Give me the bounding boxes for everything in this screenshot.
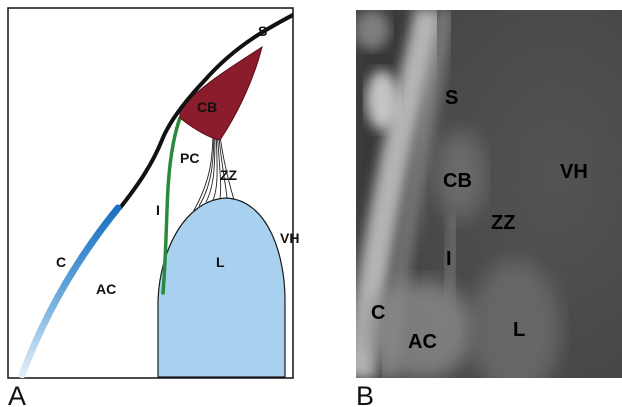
label-zz-b: ZZ (491, 212, 515, 234)
label-vh-a: VH (280, 230, 299, 246)
label-c-b: C (371, 302, 385, 324)
label-ac-b: AC (408, 331, 437, 353)
label-cb-b: CB (443, 170, 472, 192)
ciliary-body-shape (179, 45, 263, 141)
label-s-b: S (445, 87, 458, 109)
panel-b-letter: B (356, 381, 374, 407)
label-vh-b: VH (560, 161, 588, 183)
label-pc-a: PC (180, 150, 199, 166)
label-l-b: L (513, 319, 525, 341)
label-i-b: I (446, 248, 452, 270)
panel-a-letter: A (8, 381, 26, 407)
mri-image (356, 10, 622, 378)
label-ac-a: AC (96, 281, 116, 297)
sclera-line (118, 12, 293, 210)
label-c-a: C (56, 254, 66, 270)
label-zz-a: ZZ (220, 167, 238, 183)
label-s-a: S (258, 23, 267, 39)
label-i-a: I (156, 202, 160, 218)
label-l-a: L (216, 254, 225, 270)
panel-a: S CB PC ZZ I VH L C AC A (7, 7, 299, 407)
cornea-line (18, 204, 122, 378)
panel-b: S CB VH ZZ I C AC L B (356, 10, 622, 407)
label-cb-a: CB (197, 99, 217, 115)
iris-line (161, 116, 182, 295)
